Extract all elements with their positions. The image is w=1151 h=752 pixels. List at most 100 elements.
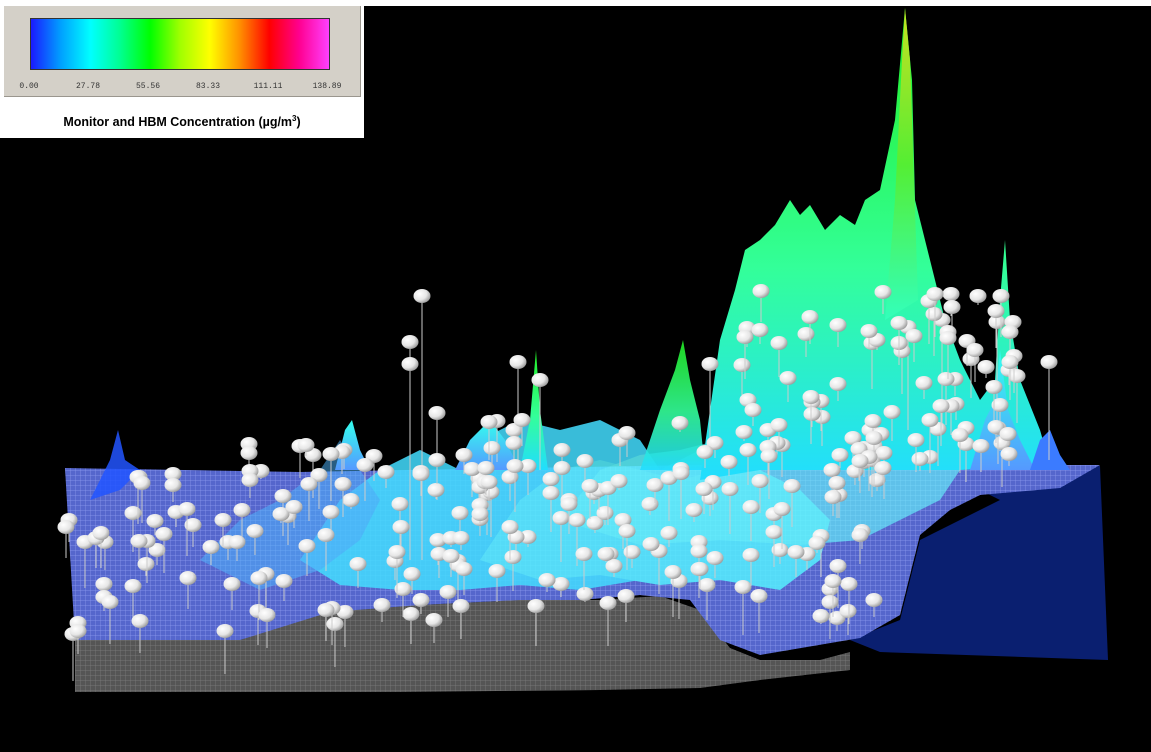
monitor-marker — [646, 478, 664, 492]
colorbar-tick-0: 0.00 — [19, 82, 39, 91]
monitor-marker — [336, 605, 354, 619]
monitor-marker — [148, 543, 166, 557]
monitor-marker — [844, 431, 862, 445]
monitor-marker — [241, 473, 259, 487]
monitor-marker — [829, 377, 847, 391]
monitor-marker — [770, 418, 788, 432]
monitor-marker — [505, 423, 523, 437]
monitor-marker — [146, 514, 164, 528]
monitor-marker — [401, 335, 419, 349]
monitor-marker — [428, 406, 446, 420]
monitor-marker — [1008, 369, 1026, 383]
monitor-marker — [744, 403, 762, 417]
monitor-marker — [618, 426, 636, 440]
monitor-marker — [92, 526, 110, 540]
monitor-marker — [412, 467, 430, 481]
monitor-marker — [519, 530, 537, 544]
monitor-marker — [388, 545, 406, 559]
monitor-marker — [951, 428, 969, 442]
monitor-marker — [672, 466, 690, 480]
monitor-marker — [695, 482, 713, 496]
monitor-marker — [698, 578, 716, 592]
monitor-marker — [506, 459, 524, 473]
monitor-marker — [829, 559, 847, 573]
monitor-marker — [706, 551, 724, 565]
colorbar — [30, 18, 330, 70]
monitor-marker — [57, 520, 75, 534]
monitor-marker — [907, 433, 925, 447]
monitor-marker — [442, 549, 460, 563]
monitor-marker — [617, 589, 635, 603]
monitor-marker — [471, 507, 489, 521]
monitor-marker — [272, 507, 290, 521]
monitor-marker — [860, 324, 878, 338]
monitor-marker — [721, 482, 739, 496]
monitor-marker — [402, 607, 420, 621]
monitor-marker — [760, 449, 778, 463]
monitor-marker — [137, 557, 155, 571]
monitor-marker — [425, 613, 443, 627]
monitor-marker — [527, 599, 545, 613]
monitor-marker — [373, 598, 391, 612]
monitor-marker — [552, 577, 570, 591]
monitor-marker — [69, 624, 87, 638]
monitor-marker — [942, 287, 960, 301]
monitor-marker — [1040, 355, 1058, 369]
monitor-marker — [875, 446, 893, 460]
monitor-marker — [773, 502, 791, 516]
water-region — [850, 466, 1108, 660]
monitor-marker — [890, 316, 908, 330]
monitor-marker — [829, 318, 847, 332]
monitor-marker — [131, 614, 149, 628]
monitor-marker — [1001, 355, 1019, 369]
monitor-marker — [751, 474, 769, 488]
monitor-marker — [969, 289, 987, 303]
monitor-marker — [439, 585, 457, 599]
monitor-marker — [751, 323, 769, 337]
monitor-marker — [356, 458, 374, 472]
monitor-marker — [599, 596, 617, 610]
monitor-marker — [553, 443, 571, 457]
monitor-marker — [851, 528, 869, 542]
monitor-marker — [334, 477, 352, 491]
monitor-marker — [614, 513, 632, 527]
monitor-marker — [865, 431, 883, 445]
monitor-marker — [812, 609, 830, 623]
monitor-marker — [223, 577, 241, 591]
monitor-marker — [925, 307, 943, 321]
monitor-marker — [742, 548, 760, 562]
monitor-marker — [660, 526, 678, 540]
monitor-marker — [992, 289, 1010, 303]
monitor-marker — [427, 483, 445, 497]
colorbar-tick-3: 83.33 — [195, 82, 221, 91]
monitor-marker — [124, 506, 142, 520]
monitor-marker — [322, 505, 340, 519]
monitor-marker — [155, 527, 173, 541]
monitor-marker — [184, 518, 202, 532]
monitor-marker — [1000, 447, 1018, 461]
monitor-marker — [671, 416, 689, 430]
monitor-marker — [696, 445, 714, 459]
monitor-marker — [966, 343, 984, 357]
monitor-marker — [349, 557, 367, 571]
monitor-marker — [250, 571, 268, 585]
monitor-marker — [911, 452, 929, 466]
monitor-marker — [803, 407, 821, 421]
monitor-marker — [95, 577, 113, 591]
monitor-marker — [342, 493, 360, 507]
monitor-marker — [179, 571, 197, 585]
monitor-marker — [1001, 325, 1019, 339]
monitor-marker — [531, 373, 549, 387]
monitor-marker — [596, 506, 614, 520]
monitor-marker — [274, 489, 292, 503]
monitor-marker — [246, 524, 264, 538]
monitor-marker — [926, 287, 944, 301]
monitor-marker — [765, 525, 783, 539]
monitor-marker — [932, 399, 950, 413]
monitor-marker — [504, 550, 522, 564]
monitor-marker — [868, 473, 886, 487]
monitor-marker — [783, 479, 801, 493]
monitor-marker — [840, 577, 858, 591]
monitor-marker — [742, 500, 760, 514]
monitor-marker — [851, 454, 869, 468]
